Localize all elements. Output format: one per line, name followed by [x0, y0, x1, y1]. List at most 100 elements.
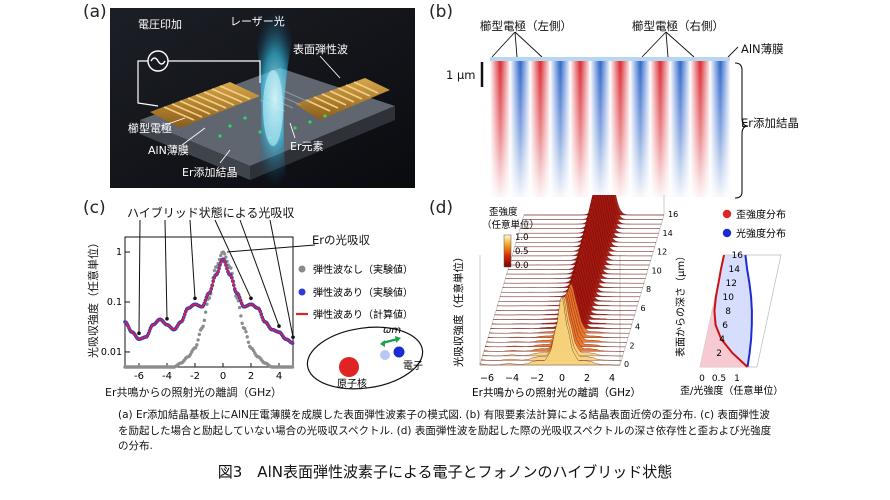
wire-left — [137, 60, 159, 107]
idt-pointer-lines — [491, 31, 739, 58]
panel-b-label: (b) — [429, 2, 454, 22]
hybrid-arrow-head — [165, 316, 169, 321]
y-tick-label: 0.1 — [107, 297, 122, 308]
atom-inset: ωm 原子核 電子 — [306, 325, 424, 390]
panel-b-strain-map — [480, 31, 749, 199]
colorbar-title-2: （任意単位） — [482, 219, 539, 231]
oscillation-arrowhead-right — [395, 336, 401, 343]
panel-c-label: (c) — [83, 198, 106, 218]
electron-label: 電子 — [403, 360, 423, 372]
svg-text:0.5: 0.5 — [712, 374, 726, 384]
panel-d-label: (d) — [429, 198, 454, 218]
panel-a-label: (a) — [83, 2, 107, 22]
side-ytick-label: 16 — [732, 251, 744, 261]
side-xlabel: 歪/光強度（任意単位） — [680, 384, 783, 397]
no-saw-point — [196, 338, 200, 342]
figure-caption: (a) Er添加結晶基板上にAlN圧電薄膜を成膜した表面弾性波素子の模式図. (… — [118, 409, 772, 452]
series-no-saw-points — [123, 250, 295, 369]
svg-text:2: 2 — [584, 373, 590, 384]
label-idt: 櫛型電極 — [128, 121, 172, 135]
side-ytick-label: 14 — [729, 265, 741, 275]
svg-text:−6: −6 — [480, 373, 494, 384]
idt-right-label: 櫛型電極（右側） — [632, 19, 724, 33]
wire-right — [168, 60, 261, 83]
crystal-bracket — [734, 62, 749, 199]
legend-marker-saw — [298, 288, 306, 296]
side-ytick-label: 8 — [725, 307, 731, 317]
hybrid-arrow — [269, 219, 294, 338]
aln-layer — [490, 57, 730, 61]
label-er-crystal: Er添加結晶 — [182, 165, 237, 179]
label-saw: 表面弾性波 — [293, 42, 348, 56]
side-ytick-label: 4 — [719, 335, 725, 345]
svg-text:−2: −2 — [530, 373, 544, 384]
series-saw-calc-line — [124, 258, 294, 344]
idt-left-fingers — [163, 85, 251, 121]
panel-a-schematic: 電圧印加 レーザー光 表面弾性波 櫛型電極 AlN薄膜 Er元素 Er添加結晶 — [110, 8, 415, 188]
no-saw-point — [237, 305, 242, 310]
side-ytick-label: 10 — [723, 293, 735, 303]
idt-right — [295, 78, 390, 120]
ac-wave-icon — [150, 57, 166, 65]
waterfall-xticks: −6 −4 −2 0 2 4 — [480, 373, 615, 384]
legend-marker-light — [722, 228, 732, 238]
plot-frame — [124, 236, 294, 368]
scale-label: 1 μm — [446, 68, 476, 82]
x-tick-label: 0 — [220, 371, 226, 382]
hybrid-arrows — [137, 219, 316, 339]
side-ytick-label: 12 — [726, 279, 737, 289]
depth-tick-label: 10 — [652, 266, 662, 275]
no-saw-point — [222, 252, 227, 256]
depth-tick-label: 14 — [663, 229, 673, 238]
crystal-label-b: Er添加結晶 — [741, 116, 799, 130]
no-saw-point — [201, 324, 205, 328]
er-arrow — [226, 244, 316, 253]
hybrid-arrow-head — [137, 331, 141, 336]
x-tick-label: -2 — [190, 371, 200, 382]
y-tick-label: 1 — [116, 247, 122, 258]
hybrid-label: ハイブリッド状態による光吸収 — [127, 206, 295, 220]
omega-label: ωm — [383, 325, 401, 336]
legend-no-saw: 弾性波なし（実験値） — [313, 263, 413, 276]
svg-text:−4: −4 — [505, 373, 519, 384]
panel-d-xlabel: Er共鳴からの照射光の離調（GHz） — [472, 386, 641, 399]
side-ylabel: 表面からの深さ（μm） — [674, 251, 687, 357]
idt-right-fingers — [305, 81, 379, 112]
hybrid-arrow-head — [291, 335, 295, 339]
panel-d-zlabel: 光吸収強度（任意単位） — [452, 252, 465, 368]
strain-fill — [700, 255, 748, 367]
hybrid-arrow-head — [249, 296, 253, 301]
colorbar-title-1: 歪強度 — [489, 206, 518, 218]
svg-text:1: 1 — [734, 374, 740, 384]
depth-tick-label: 4 — [635, 323, 640, 332]
legend-marker-no-saw — [298, 265, 306, 273]
no-saw-point — [203, 310, 208, 314]
no-saw-point — [243, 326, 247, 331]
no-saw-point — [212, 268, 217, 273]
substrate-front — [140, 120, 250, 180]
hybrid-arrow-head — [193, 296, 197, 301]
depth-tick-label: 6 — [641, 304, 646, 313]
depth-tick-label: 8 — [646, 285, 651, 294]
x-tick-label: 2 — [248, 371, 254, 382]
depth-tick-label: 12 — [657, 248, 667, 257]
no-saw-point — [219, 253, 223, 258]
label-laser: レーザー光 — [230, 14, 285, 28]
depth-tick-label: 16 — [668, 210, 678, 219]
figure-title: 図3 AlN表面弾性波素子による電子とフォノンのハイブリッド状態 — [217, 463, 673, 481]
depth-tick-label: 0 — [624, 360, 629, 369]
colorbar-tick-min: 0.0 — [515, 261, 529, 271]
label-pointers — [161, 55, 341, 164]
legend-saw: 弾性波あり（実験値） — [313, 286, 413, 299]
side-xticks: 0 0.5 1 — [699, 374, 740, 384]
electron-icon — [393, 346, 405, 358]
label-er-element: Er元素 — [290, 140, 323, 153]
no-saw-point — [224, 255, 228, 259]
colorbar — [503, 234, 512, 268]
waterfall-spectra — [479, 195, 664, 366]
no-saw-point — [245, 335, 249, 339]
waterfall-spectrum — [479, 296, 621, 366]
legend-strain: 歪強度分布 — [736, 208, 786, 221]
